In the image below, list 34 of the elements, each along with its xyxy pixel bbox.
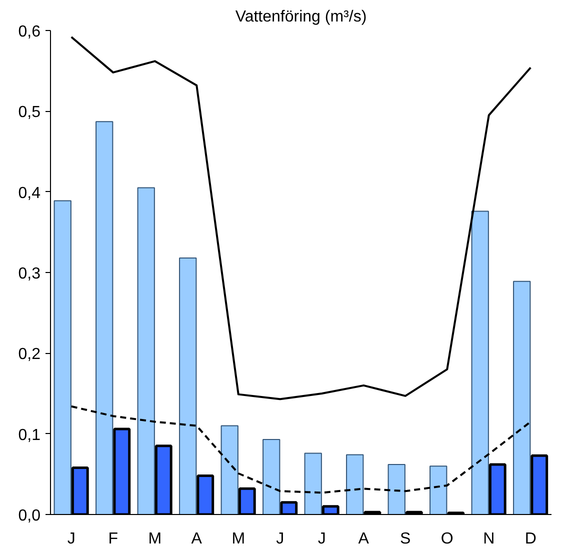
x-tick-label: J [67, 530, 76, 548]
bar [137, 187, 155, 514]
x-tick-label: J [318, 530, 326, 548]
bar [430, 466, 448, 514]
bar [471, 210, 489, 514]
bar [220, 425, 238, 514]
y-tick-label: 0,0 [18, 508, 41, 524]
x-tick-label: A [191, 530, 202, 548]
bar [346, 454, 364, 514]
x-tick-label: S [400, 530, 411, 548]
y-tick-label: 0,3 [18, 266, 41, 282]
x-tick-label: D [524, 530, 536, 548]
x-tick-label: J [276, 530, 284, 548]
line-series [70, 405, 532, 494]
bar [96, 121, 114, 514]
x-tick-label: M [232, 530, 246, 548]
bar [262, 438, 280, 514]
line-series [70, 36, 532, 400]
x-tick-label: A [358, 530, 370, 548]
y-tick-label: 0,4 [18, 184, 41, 202]
x-tick-label: O [440, 530, 454, 548]
y-tick-label: 0,6 [18, 24, 41, 40]
bar [54, 200, 72, 514]
y-tick-label: 0,2 [18, 346, 41, 364]
bar [179, 257, 197, 514]
y-tick-label: 0,5 [18, 104, 41, 122]
x-tick-label: N [483, 530, 495, 548]
chart-title: Vattenföring (m³/s) [235, 8, 367, 26]
y-tick-label: 0,1 [18, 426, 41, 444]
bar [304, 452, 322, 514]
bar [388, 464, 406, 514]
x-tick-label: F [108, 530, 118, 548]
x-tick-label: M [148, 530, 162, 548]
bar [513, 280, 531, 514]
